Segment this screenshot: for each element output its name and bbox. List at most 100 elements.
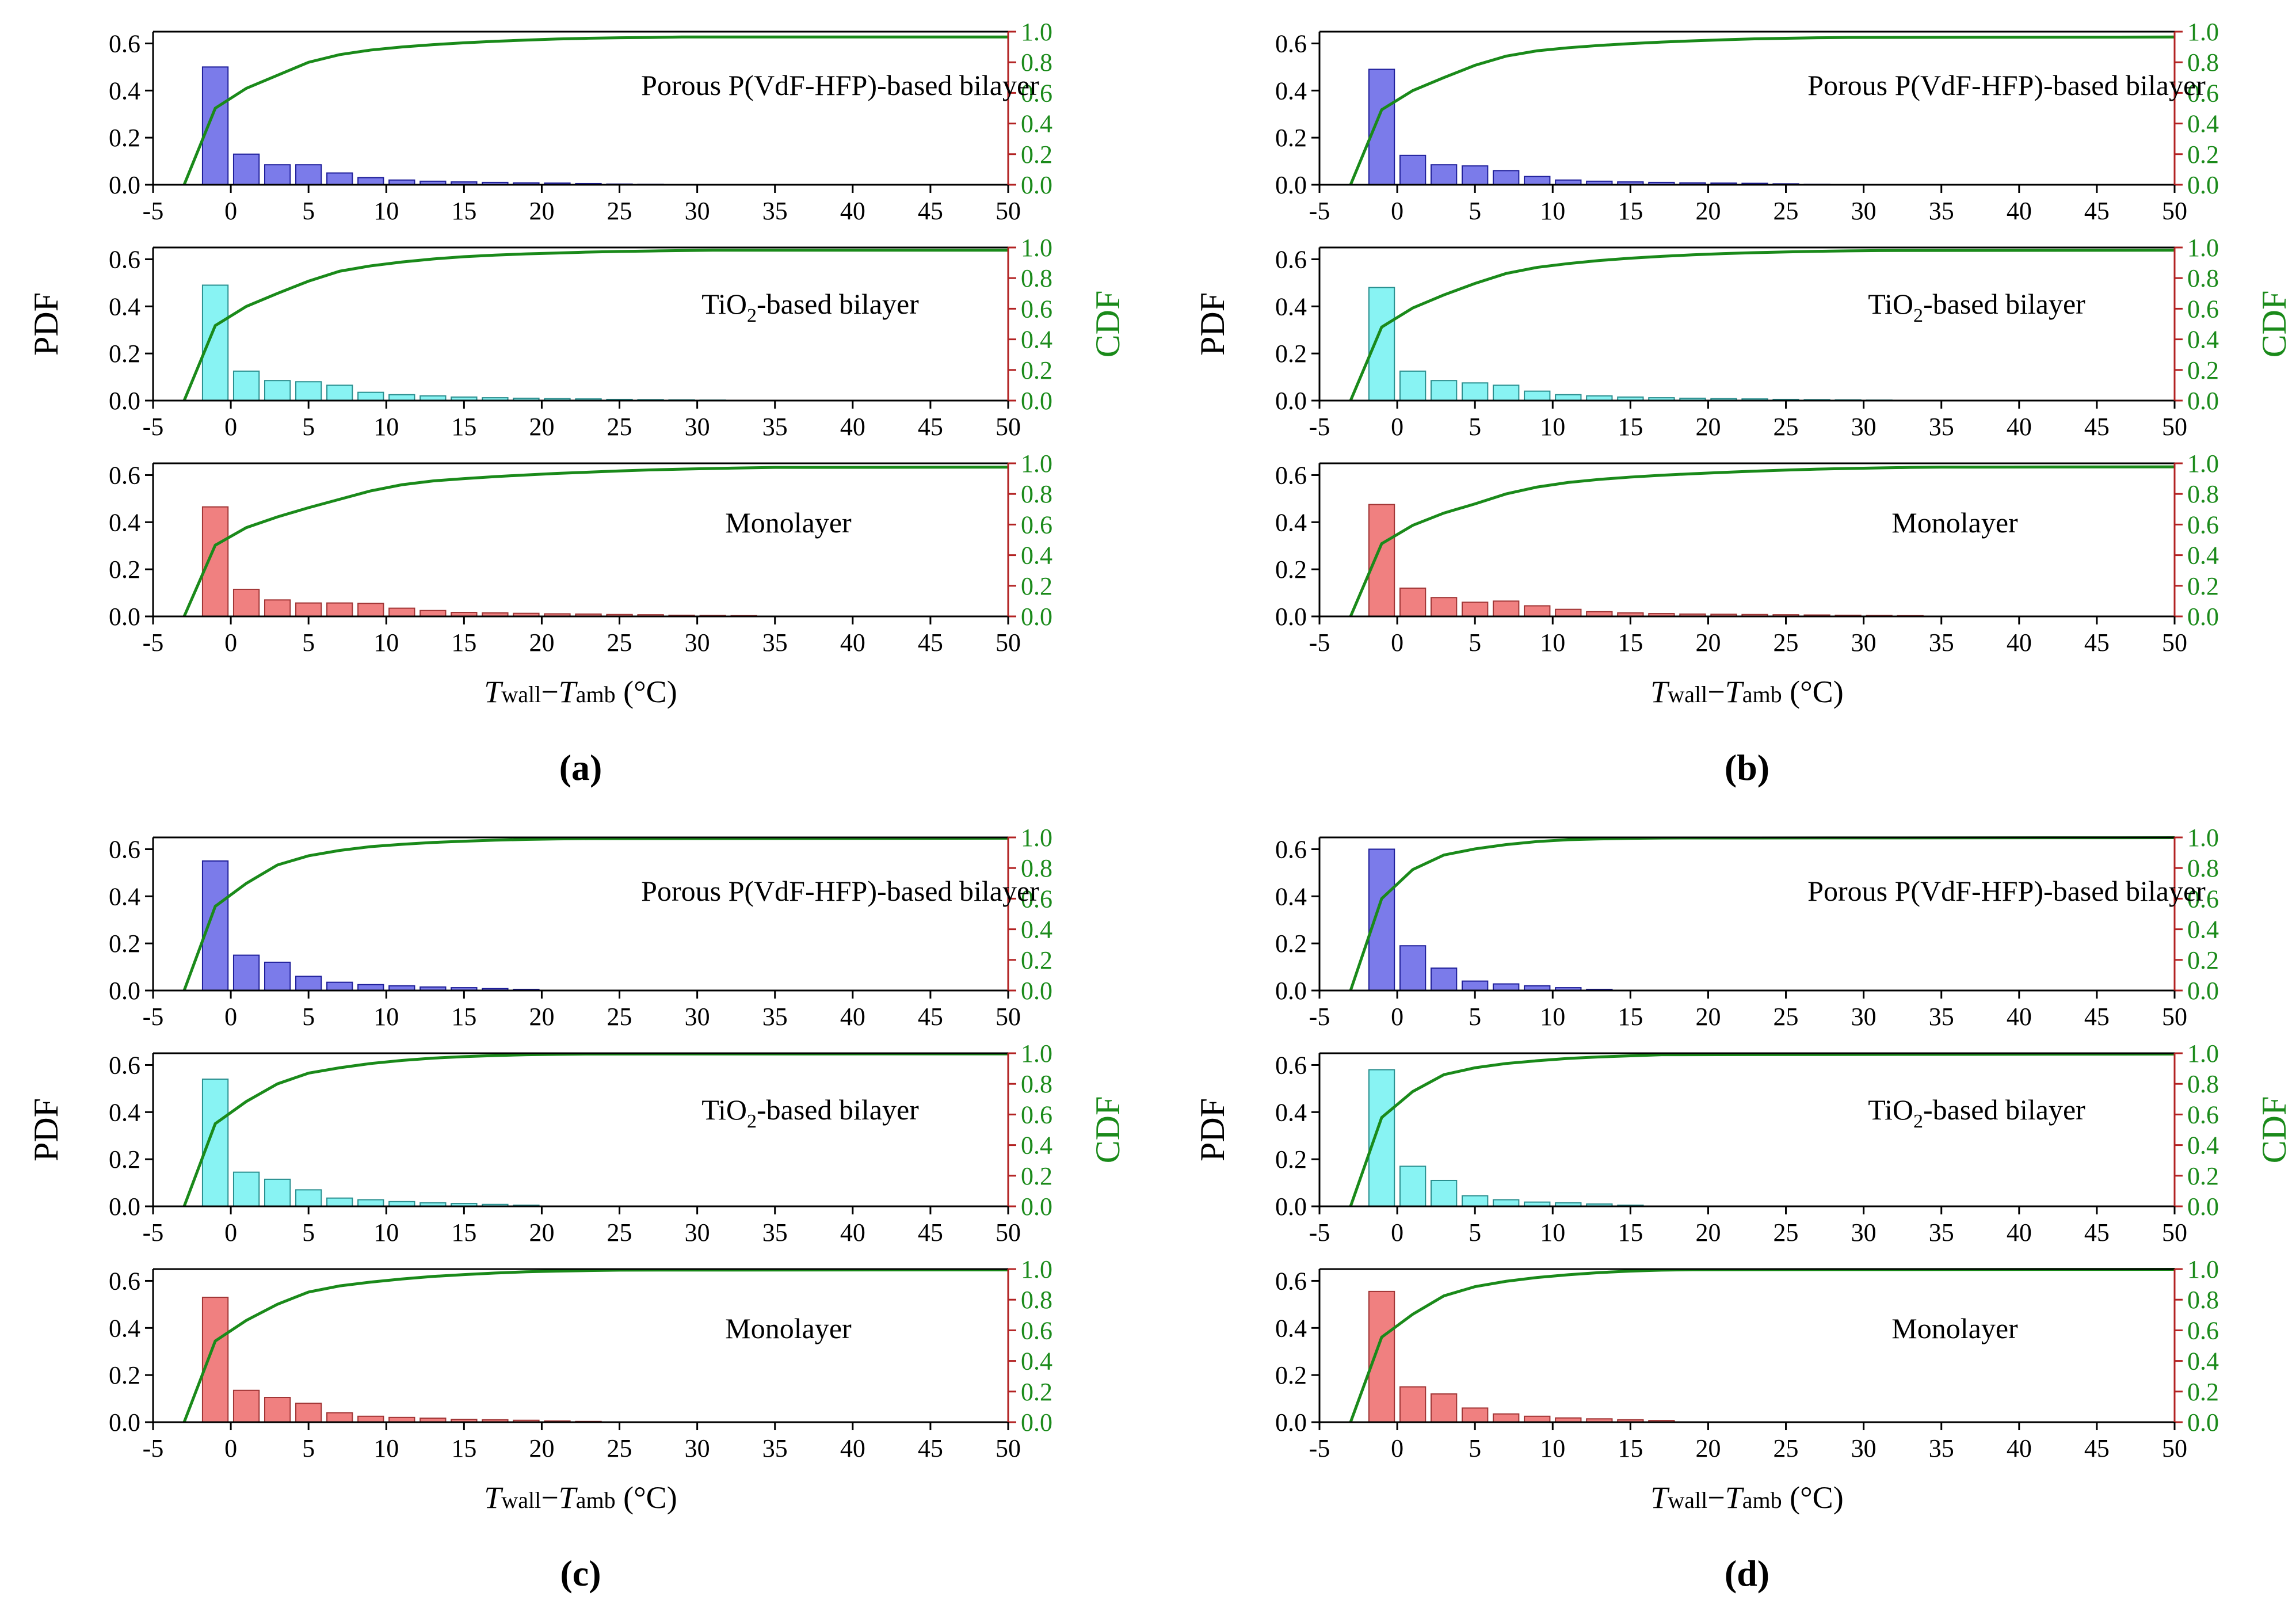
y-axis-title-left: PDF	[1193, 292, 1231, 356]
y-tick-label-right: 0.6	[1021, 1100, 1052, 1129]
series-label-subscript: 2	[1913, 1111, 1923, 1132]
y-tick-label-right: 1.0	[2187, 18, 2219, 46]
x-tick-label: 40	[2007, 1003, 2032, 1031]
y-tick-label-right: 0.2	[1021, 572, 1052, 600]
y-tick-label-right: 0.0	[1021, 171, 1052, 199]
y-tick-label-right: 0.2	[1021, 356, 1052, 384]
x-axis-title: Twall−Tamb (°C)	[1650, 1480, 1843, 1515]
pdf-bar	[232, 153, 260, 185]
x-tick-label: 15	[451, 413, 476, 441]
x-axis-title: Twall−Tamb (°C)	[1650, 675, 1843, 709]
y-tick-label-right: 0.2	[1021, 140, 1052, 169]
subplot: 0.00.20.40.60.00.20.40.60.81.0-5 0 5 10 15 20…	[109, 18, 1052, 225]
y-tick-label-left: 0.4	[109, 508, 140, 536]
x-tick-label: 25	[1774, 413, 1799, 441]
y-tick-label-right: 0.4	[2187, 110, 2219, 138]
y-tick-label-right: 0.4	[2187, 916, 2219, 944]
series-label-subscript: 2	[1913, 305, 1923, 326]
pdf-bar	[1399, 370, 1427, 401]
x-axis-title-part: (°C)	[616, 675, 677, 709]
x-axis-title-part: amb	[1742, 1487, 1782, 1513]
pdf-bar	[388, 607, 415, 617]
y-tick-label-left: 0.2	[109, 1361, 140, 1389]
x-axis-title-part: T	[1725, 675, 1745, 709]
x-tick-label: 45	[918, 197, 943, 225]
chart-panel: 0.00.20.40.60.00.20.40.60.81.0-5 0 5 10 15 20…	[27, 18, 1127, 788]
x-tick-label: -5	[143, 413, 164, 441]
y-tick-label-right: 0.2	[2187, 1378, 2219, 1406]
y-tick-label-left: 0.6	[1275, 29, 1307, 58]
pdf-bar	[232, 1389, 260, 1423]
cdf-line	[1349, 465, 2175, 617]
x-tick-label: 15	[451, 1218, 476, 1247]
series-label: TiO2-based bilayer	[1868, 288, 2085, 326]
x-axis-title-part: −	[541, 675, 558, 709]
x-tick-label: 20	[1695, 1434, 1721, 1462]
y-axis-title-left: PDF	[27, 1098, 65, 1161]
x-tick-label: 40	[2007, 628, 2032, 657]
y-tick-label-left: 0.2	[109, 340, 140, 368]
chart-panel: 0.00.20.40.60.00.20.40.60.81.0-5 0 5 10 15 20…	[1193, 824, 2293, 1594]
x-tick-label: 45	[2084, 197, 2110, 225]
y-tick-label-left: 0.0	[1275, 1408, 1307, 1437]
x-tick-label: 15	[1618, 1218, 1643, 1247]
pdf-bar	[1555, 394, 1582, 401]
y-tick-label-left: 0.6	[109, 29, 140, 58]
series-label-main: TiO	[701, 1094, 747, 1126]
y-tick-label-right: 0.4	[2187, 326, 2219, 354]
x-tick-label: 5	[302, 197, 315, 225]
y-tick-label-right: 0.8	[2187, 48, 2219, 77]
y-tick-label-right: 0.4	[1021, 110, 1052, 138]
x-tick-label: 30	[1851, 628, 1877, 657]
pdf-bar	[232, 1171, 260, 1207]
x-axis-title-part: amb	[576, 1487, 616, 1513]
y-tick-label-right: 1.0	[1021, 449, 1052, 478]
y-axis-title-right: CDF	[2255, 1096, 2293, 1164]
x-tick-label: -5	[1309, 413, 1330, 441]
x-tick-label: -5	[1309, 1003, 1330, 1031]
y-tick-label-right: 0.0	[1021, 977, 1052, 1005]
y-tick-label-left: 0.4	[109, 882, 140, 911]
x-tick-label: 20	[1695, 197, 1721, 225]
pdf-bar	[357, 391, 384, 402]
y-tick-label-left: 0.2	[1275, 555, 1307, 584]
pdf-bar	[295, 1403, 322, 1423]
y-tick-label-left: 0.6	[1275, 1267, 1307, 1295]
x-tick-label: 0	[1391, 1003, 1403, 1031]
y-tick-label-right: 0.4	[1021, 916, 1052, 944]
series-label-tail: -based bilayer	[1923, 288, 2085, 320]
subplot: 0.00.20.40.60.00.20.40.60.81.0-5 0 5 10 15 20…	[109, 449, 1052, 657]
series-label: TiO2-based bilayer	[1868, 1094, 2085, 1132]
x-tick-label: 0	[224, 1434, 237, 1462]
panel-label: (b)	[1725, 747, 1769, 788]
pdf-bar	[1430, 380, 1458, 402]
pdf-bar	[1430, 1179, 1458, 1207]
y-tick-label-left: 0.0	[109, 171, 140, 199]
x-tick-label: 35	[1929, 628, 1954, 657]
pdf-bar	[264, 599, 291, 618]
x-tick-label: 5	[1469, 628, 1481, 657]
pdf-bar	[326, 981, 353, 991]
x-tick-label: 35	[762, 413, 788, 441]
y-tick-label-right: 0.6	[1021, 1316, 1052, 1344]
y-tick-label-right: 0.0	[2187, 387, 2219, 415]
x-tick-label: 30	[1851, 413, 1877, 441]
x-axis-title-part: wall	[1668, 681, 1707, 707]
y-tick-label-right: 0.4	[2187, 542, 2219, 570]
x-tick-label: 35	[1929, 197, 1954, 225]
x-tick-label: 25	[607, 1434, 632, 1462]
y-tick-label-right: 0.8	[2187, 1286, 2219, 1314]
x-tick-label: 15	[1618, 628, 1643, 657]
x-tick-label: 30	[685, 1218, 710, 1247]
series-label: TiO2-based bilayer	[701, 288, 919, 326]
y-tick-label-left: 0.6	[1275, 1051, 1307, 1079]
x-tick-label: 45	[918, 1003, 943, 1031]
x-axis-title-part: T	[484, 1480, 504, 1515]
x-tick-label: 5	[302, 413, 315, 441]
x-axis-title-part: wall	[501, 681, 541, 707]
x-tick-label: 20	[529, 1218, 554, 1247]
x-tick-label: 15	[451, 1003, 476, 1031]
y-tick-label-left: 0.6	[1275, 835, 1307, 863]
y-tick-label-right: 0.6	[1021, 295, 1052, 323]
